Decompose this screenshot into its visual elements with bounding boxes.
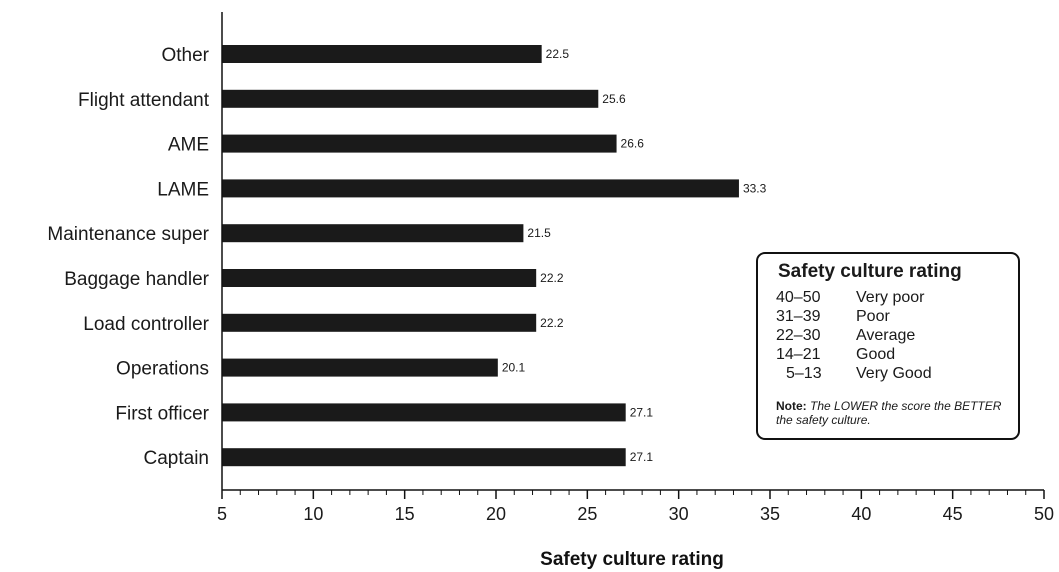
legend-range: 5–13 [786,365,822,382]
bar [222,403,626,422]
category-label: Flight attendant [78,90,210,111]
value-label: 27.1 [630,405,654,419]
bar [222,269,537,287]
legend-range: 31–39 [776,308,821,325]
value-label: 27.1 [630,450,654,464]
category-label: Operations [116,359,209,380]
category-label: First officer [115,403,209,424]
x-tick-label: 20 [486,504,506,524]
legend-desc: Good [856,346,896,363]
x-tick-label: 15 [395,504,415,524]
x-tick-label: 50 [1034,504,1054,524]
x-tick-label: 45 [943,504,963,524]
x-tick-label: 25 [577,504,597,524]
x-tick-label: 35 [760,504,780,524]
legend-title: Safety culture rating [778,261,962,282]
value-label: 26.6 [621,137,645,151]
bar [222,89,599,108]
legend-row: 22–30 Average [776,326,1008,345]
legend-row: 40–50 Very poor [776,288,1008,307]
bar [222,134,617,153]
legend-row: 14–21 Good [776,345,1008,364]
value-label: 33.3 [743,181,767,195]
category-label: Baggage handler [64,269,209,290]
legend-rows: 40–50 Very poor 31–39 Poor 22–30 Average… [776,288,1008,383]
category-label: Maintenance super [47,224,209,245]
value-label: 20.1 [502,361,526,375]
legend-box: Safety culture rating 40–50 Very poor 31… [756,252,1020,440]
legend-note: Note: The LOWER the score the BETTER the… [776,399,1008,427]
category-label: LAME [157,179,209,200]
legend-row: 5–13 Very Good [776,364,1008,383]
legend-range: 14–21 [776,346,821,363]
legend-desc: Poor [856,308,890,325]
value-label: 21.5 [527,226,551,240]
value-label: 22.5 [546,47,570,61]
value-label: 25.6 [602,92,626,106]
bar [222,448,626,467]
legend-range: 22–30 [776,327,821,344]
bar [222,179,739,198]
category-label: Other [161,45,209,66]
x-axis-label: Safety culture rating [540,549,724,570]
category-label: AME [168,135,209,156]
category-label: Captain [144,448,210,469]
bar [222,45,542,63]
legend-range: 40–50 [776,289,821,306]
x-tick-label: 40 [851,504,871,524]
bar [222,224,524,243]
x-tick-label: 5 [217,504,227,524]
legend-desc: Very poor [856,289,925,306]
legend-note-text: The LOWER the score the BETTER the safet… [776,399,1002,427]
category-label: Load controller [83,314,209,335]
value-label: 22.2 [540,316,564,330]
value-label: 22.2 [540,271,564,285]
x-tick-label: 10 [303,504,323,524]
legend-desc: Average [856,327,916,344]
bar [222,358,498,377]
legend-desc: Very Good [856,365,932,382]
bar [222,313,537,332]
legend-note-prefix: Note: [776,399,807,413]
x-tick-label: 30 [669,504,689,524]
legend-row: 31–39 Poor [776,307,1008,326]
